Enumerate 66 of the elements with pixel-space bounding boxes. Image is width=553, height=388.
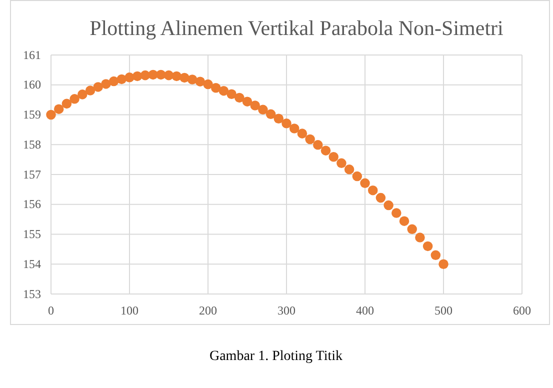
point bbox=[85, 86, 96, 96]
point bbox=[258, 104, 268, 115]
point bbox=[140, 70, 150, 80]
point bbox=[234, 92, 244, 103]
point bbox=[415, 232, 425, 242]
point bbox=[407, 224, 417, 234]
point bbox=[392, 208, 402, 218]
y-tick-label: 154 bbox=[23, 256, 41, 271]
point bbox=[313, 140, 323, 150]
point bbox=[116, 74, 127, 84]
point bbox=[187, 74, 198, 84]
x-tick-label: 100 bbox=[120, 304, 138, 318]
y-tick-label: 156 bbox=[23, 197, 41, 212]
point bbox=[289, 124, 300, 134]
point bbox=[148, 70, 158, 80]
text: Gambar 1. Ploting Titik bbox=[209, 349, 343, 364]
y-tick-label: 158 bbox=[23, 137, 41, 152]
point bbox=[180, 72, 190, 83]
y-tick-label: 161 bbox=[23, 48, 41, 62]
y-tick-label: 160 bbox=[23, 78, 41, 92]
point bbox=[274, 114, 284, 124]
point bbox=[93, 82, 103, 92]
y-tick-label: 159 bbox=[23, 108, 41, 122]
y-tick-label: 157 bbox=[23, 167, 41, 182]
point bbox=[320, 146, 331, 156]
x-tick-label: 0 bbox=[48, 304, 54, 318]
point bbox=[70, 94, 80, 104]
point bbox=[54, 104, 64, 114]
y-tick-label: 153 bbox=[23, 286, 41, 301]
chart-title: Plotting Alinemen Vertikal Parabola Non-Simetri bbox=[90, 16, 504, 40]
point bbox=[62, 98, 72, 109]
point bbox=[46, 110, 56, 120]
x-tick-label: 400 bbox=[356, 304, 374, 318]
y-tick-label: 155 bbox=[23, 227, 41, 242]
point bbox=[422, 241, 433, 252]
point bbox=[78, 90, 88, 100]
point bbox=[218, 86, 229, 96]
point bbox=[172, 71, 182, 82]
point bbox=[399, 216, 410, 226]
point bbox=[226, 89, 236, 100]
x-tick-label: 300 bbox=[278, 304, 296, 318]
x-tick-label: 600 bbox=[513, 304, 531, 318]
point bbox=[250, 100, 260, 110]
x-tick-label: 500 bbox=[434, 304, 452, 318]
point bbox=[266, 109, 276, 120]
point bbox=[297, 128, 308, 138]
point bbox=[344, 164, 354, 174]
point bbox=[376, 192, 386, 203]
point bbox=[368, 185, 378, 196]
point bbox=[108, 76, 119, 86]
point bbox=[438, 259, 448, 269]
point bbox=[384, 200, 394, 210]
point bbox=[430, 250, 441, 260]
point bbox=[195, 76, 206, 86]
point bbox=[242, 96, 252, 106]
point bbox=[336, 158, 346, 168]
x-tick-label: 200 bbox=[199, 304, 217, 318]
point bbox=[210, 82, 221, 93]
point bbox=[328, 152, 338, 162]
point bbox=[360, 178, 370, 188]
point bbox=[101, 79, 111, 89]
point bbox=[305, 134, 315, 144]
point bbox=[164, 70, 174, 80]
point bbox=[282, 118, 292, 128]
point bbox=[352, 171, 362, 182]
point bbox=[203, 79, 213, 90]
